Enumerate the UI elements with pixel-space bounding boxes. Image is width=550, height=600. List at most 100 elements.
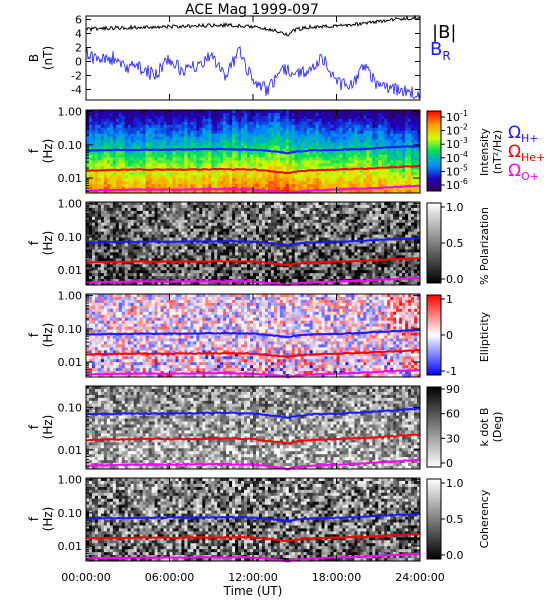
- heatmap-cell: [220, 110, 224, 114]
- heatmap-cell: [184, 207, 188, 212]
- heatmap-cell: [258, 258, 263, 262]
- heatmap-cell: [139, 237, 144, 241]
- heatmap-cell: [190, 204, 194, 209]
- heatmap-cell: [414, 178, 418, 182]
- heatmap-cell: [318, 118, 322, 123]
- heatmap-cell: [247, 255, 251, 259]
- heatmap-cell: [303, 151, 308, 155]
- heatmap-cell: [297, 121, 302, 126]
- heatmap-cell: [115, 175, 120, 179]
- heatmap-cell: [232, 234, 236, 238]
- heatmap-cell: [223, 258, 227, 262]
- heatmap-cell: [255, 267, 260, 271]
- heatmap-cell: [250, 121, 254, 126]
- heatmap-cell: [106, 207, 111, 212]
- heatmap-cell: [378, 127, 382, 132]
- heatmap-cell: [345, 139, 349, 143]
- heatmap-cell: [100, 252, 105, 256]
- heatmap-cell: [387, 184, 391, 188]
- heatmap-cell: [285, 163, 290, 167]
- heatmap-cell: [309, 154, 314, 158]
- heatmap-cell: [205, 267, 209, 271]
- heatmap-cell: [255, 258, 260, 262]
- heatmap-cell: [387, 169, 391, 173]
- heatmap-cell: [232, 282, 236, 286]
- heatmap-cell: [91, 207, 96, 212]
- heatmap-cell: [291, 133, 296, 138]
- heatmap-cell: [402, 169, 406, 173]
- heatmap-cell: [97, 202, 102, 206]
- heatmap-cell: [226, 264, 230, 268]
- heatmap-cell: [342, 124, 346, 129]
- heatmap-cell: [220, 273, 224, 277]
- heatmap-cell: [145, 181, 150, 185]
- heatmap-cell: [381, 121, 385, 126]
- heatmap-cell: [130, 121, 135, 126]
- heatmap-cell: [229, 207, 233, 212]
- heatmap-cell: [139, 166, 144, 170]
- heatmap-cell: [279, 118, 284, 123]
- heatmap-cell: [258, 139, 263, 143]
- heatmap-cell: [396, 190, 400, 194]
- heatmap-cell: [124, 276, 129, 280]
- heatmap-cell: [181, 163, 185, 167]
- heatmap-cell: [139, 178, 144, 182]
- heatmap-cell: [306, 151, 311, 155]
- heatmap-cell: [238, 204, 242, 209]
- heatmap-cell: [255, 190, 260, 194]
- heatmap-cell: [199, 136, 203, 141]
- heatmap-cell: [145, 210, 150, 215]
- heatmap-cell: [309, 184, 314, 188]
- heatmap-cell: [199, 127, 203, 132]
- heatmap-cell: [253, 202, 257, 206]
- heatmap-cell: [264, 255, 269, 259]
- heatmap-cell: [115, 210, 120, 215]
- heatmap-cell: [190, 145, 194, 149]
- heatmap-cell: [255, 121, 260, 126]
- heatmap-cell: [130, 282, 135, 286]
- heatmap-cell: [160, 261, 164, 265]
- heatmap-cell: [196, 166, 200, 170]
- heatmap-cell: [264, 264, 269, 268]
- heatmap-cell: [154, 216, 158, 221]
- heatmap-cell: [91, 252, 96, 256]
- heatmap-cell: [178, 115, 182, 120]
- heatmap-cell: [402, 178, 406, 182]
- heatmap-cell: [190, 213, 194, 218]
- heatmap-cell: [235, 181, 239, 185]
- heatmap-cell: [238, 249, 242, 253]
- heatmap-cell: [342, 181, 346, 185]
- heatmap-cell: [103, 216, 108, 221]
- heatmap-cell: [86, 136, 90, 141]
- heatmap-cell: [97, 210, 102, 215]
- heatmap-cell: [336, 154, 340, 158]
- heatmap-cell: [91, 234, 96, 238]
- heatmap-cell: [378, 169, 382, 173]
- heatmap-cell: [184, 166, 188, 170]
- heatmap-cell: [169, 252, 173, 256]
- heatmap-cell: [223, 133, 227, 138]
- heatmap-cell: [103, 222, 108, 227]
- heatmap-cell: [285, 121, 290, 126]
- b-field-ytick-label: 6: [75, 14, 82, 27]
- heatmap-cell: [118, 154, 123, 158]
- heatmap-cell: [211, 237, 215, 241]
- heatmap-cell: [336, 184, 340, 188]
- heatmap-cell: [151, 139, 155, 143]
- heatmap-cell: [175, 255, 179, 259]
- heatmap-cell: [196, 202, 200, 206]
- heatmap-cell: [291, 160, 296, 164]
- heatmap-cell: [238, 145, 242, 149]
- heatmap-cell: [91, 225, 96, 230]
- heatmap-cell: [139, 124, 144, 129]
- heatmap-cell: [211, 139, 215, 143]
- heatmap-cell: [336, 166, 340, 170]
- heatmap-cell: [241, 216, 245, 221]
- heatmap-cell: [160, 255, 164, 259]
- heatmap-cell: [405, 172, 409, 176]
- heatmap-cell: [324, 142, 328, 146]
- heatmap-cell: [309, 160, 314, 164]
- heatmap-cell: [238, 213, 242, 218]
- heatmap-cell: [202, 237, 206, 241]
- heatmap-cell: [214, 207, 218, 212]
